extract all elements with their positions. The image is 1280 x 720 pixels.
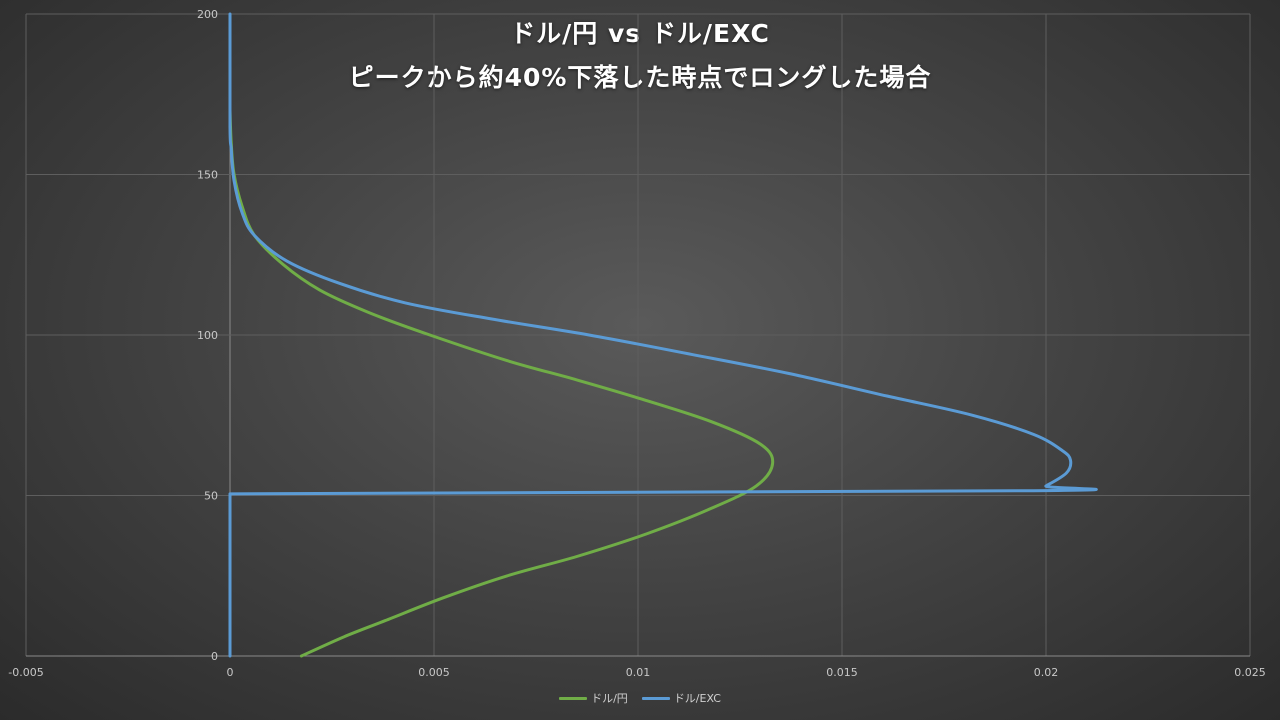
series-layer — [228, 12, 1098, 658]
series-line-1 — [228, 12, 1098, 658]
legend-label-series-0: ドル/円 — [591, 692, 628, 705]
axis-labels: -0.005 0 0.005 0.01 0.015 0.02 0.025 0 50 100 150 2… — [8, 8, 1265, 679]
x-tick-label-4: 0.015 — [826, 666, 858, 679]
y-tick-label-1: 50 — [204, 490, 218, 503]
y-tick-label-3: 150 — [197, 169, 218, 182]
x-tick-label-3: 0.01 — [626, 666, 651, 679]
legend: ドル/円 ドル/EXC — [0, 690, 1280, 706]
legend-item-series-0: ドル/円 — [559, 690, 628, 706]
series-line-0 — [228, 108, 775, 658]
y-tick-label-4: 200 — [197, 8, 218, 21]
legend-label-series-1: ドル/EXC — [673, 692, 721, 705]
legend-swatch-series-0 — [559, 696, 588, 700]
y-tick-label-0: 0 — [211, 650, 218, 663]
x-tick-label-1: 0 — [227, 666, 234, 679]
chart-subtitle: ピークから約40%下落した時点でロングした場合 — [348, 63, 932, 92]
legend-item-series-1: ドル/EXC — [641, 690, 721, 706]
x-tick-label-2: 0.005 — [418, 666, 450, 679]
chart-title: ドル/円 vs ドル/EXC — [510, 19, 770, 48]
legend-swatch-series-1 — [641, 696, 670, 700]
x-tick-label-5: 0.02 — [1034, 666, 1059, 679]
x-tick-label-6: 0.025 — [1234, 666, 1266, 679]
x-tick-label-0: -0.005 — [8, 666, 43, 679]
y-tick-label-2: 100 — [197, 329, 218, 342]
